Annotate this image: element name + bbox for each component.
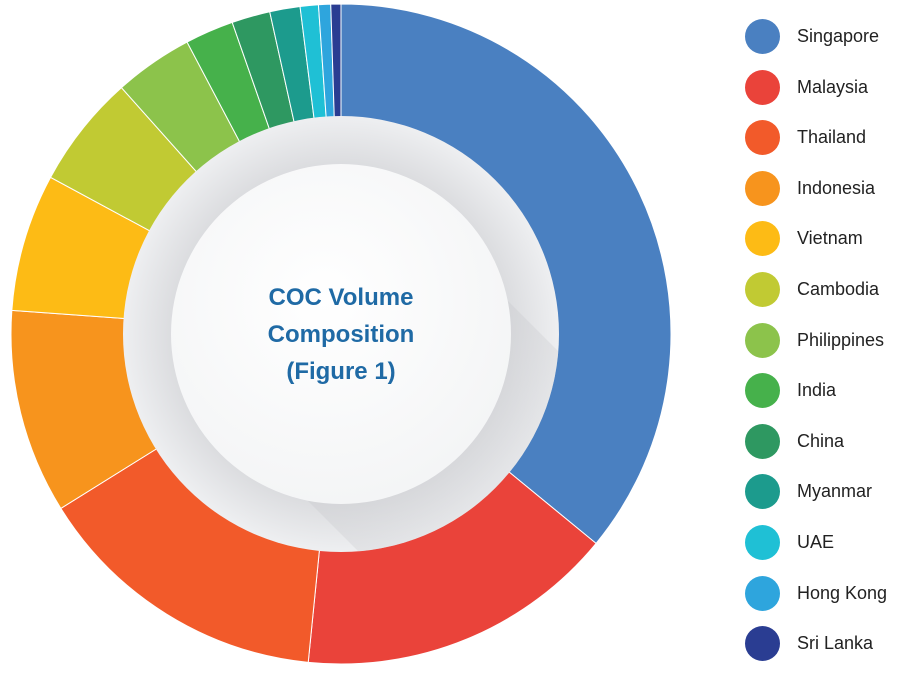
legend-item: Vietnam [745,221,917,257]
legend-swatch-icon [745,524,780,560]
legend-label: Philippines [797,329,885,350]
legend-label: India [797,380,837,401]
legend-label: China [797,430,845,451]
chart-title-line: Composition [268,321,415,348]
chart-title-line: COC Volume [269,284,414,311]
legend-swatch-icon [745,69,780,105]
legend-label: Indonesia [797,177,876,198]
legend-swatch-icon [745,575,780,611]
legend-swatch-icon [745,170,780,206]
legend-item: UAE [745,524,917,560]
legend-swatch-icon [745,373,780,409]
legend-label: UAE [797,531,835,552]
legend-swatch-icon [745,626,780,662]
legend-swatch-icon [745,322,780,358]
legend-swatch-icon [745,271,780,307]
legend: Singapore Malaysia Thailand Indonesia Vietna… [745,19,917,677]
legend-item: Cambodia [745,271,917,307]
legend-item: Malaysia [745,69,917,105]
legend-item: Indonesia [745,170,917,206]
legend-item: Philippines [745,322,917,358]
chart-title: COC Volume Composition (Figure 1) [268,284,415,385]
legend-swatch-icon [745,19,780,54]
legend-label: Sri Lanka [797,633,874,654]
legend-item: Sri Lanka [745,626,917,662]
legend-item: Singapore [745,19,917,54]
legend-label: Thailand [797,127,867,148]
legend-item: India [745,373,917,409]
chart-title-line: (Figure 1) [286,358,395,385]
legend-item: Myanmar [745,474,917,510]
legend-label: Hong Kong [797,582,888,603]
legend-label: Vietnam [797,228,863,249]
legend-swatch-icon [745,120,780,156]
legend-swatch-icon [745,423,780,459]
legend-item: China [745,423,917,459]
legend-label: Singapore [797,26,880,46]
legend-label: Myanmar [797,481,873,502]
legend-item: Thailand [745,120,917,156]
legend-swatch-icon [745,474,780,510]
center-disc [171,164,511,504]
legend-swatch-icon [745,221,780,257]
legend-label: Cambodia [797,278,880,299]
legend-label: Malaysia [797,76,869,97]
legend-item: Hong Kong [745,575,917,611]
